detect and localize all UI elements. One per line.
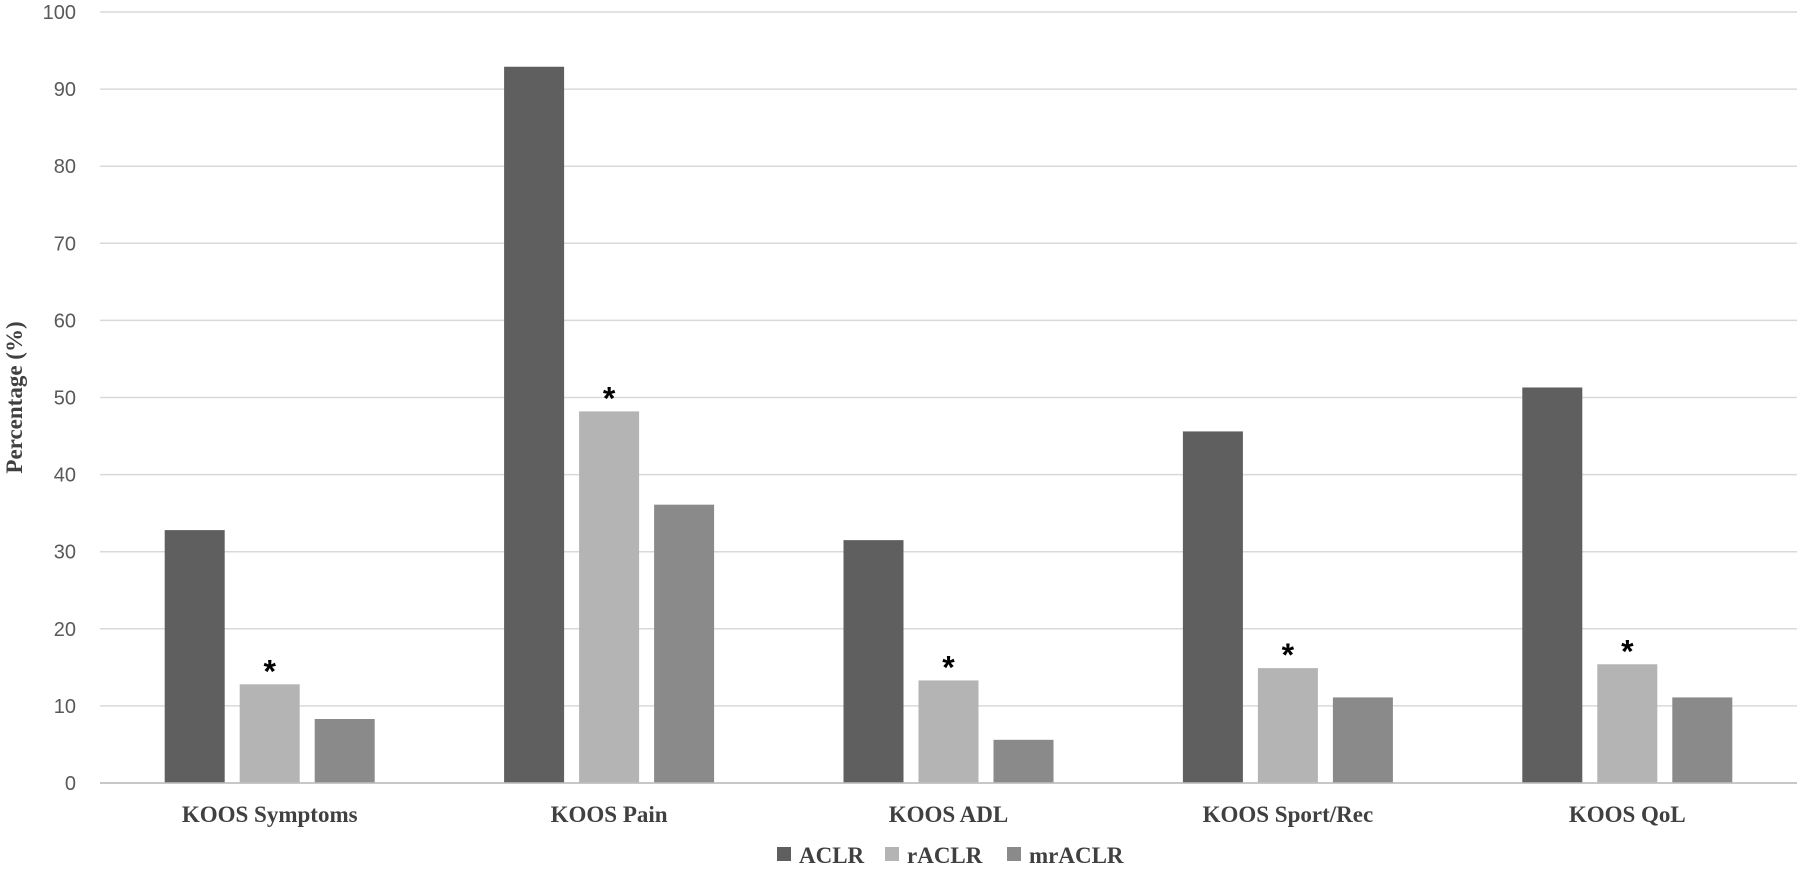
bar-ACLR-4: [1522, 387, 1583, 783]
y-tick-label-70: 70: [54, 233, 76, 255]
bar-mrACLR-0: [314, 719, 375, 783]
y-tick-label-0: 0: [65, 773, 76, 795]
y-tick-label-30: 30: [54, 542, 76, 564]
bar-mrACLR-4: [1672, 697, 1733, 783]
bars: [100, 66, 1797, 784]
x-tick-label-0: KOOS Symptoms: [182, 802, 358, 827]
x-axis-categories: KOOS Symptoms KOOS Pain KOOS ADL KOOS Sport…: [182, 802, 1686, 827]
y-tick-label-60: 60: [54, 310, 76, 332]
significance-marker-0: *: [263, 653, 276, 689]
bar-rACLR-1: [579, 411, 640, 783]
legend-label-ACLR: ACLR: [799, 843, 865, 868]
y-tick-label-50: 50: [54, 388, 76, 410]
bar-mrACLR-3: [1332, 697, 1393, 783]
legend-label-rACLR: rACLR: [907, 843, 983, 868]
significance-markers: * * * * *: [263, 380, 1634, 689]
legend: ACLR rACLR mrACLR: [777, 843, 1124, 868]
y-tick-label-100: 100: [43, 2, 76, 24]
significance-marker-4: *: [1621, 633, 1634, 669]
legend-label-mrACLR: mrACLR: [1029, 843, 1124, 868]
x-tick-label-3: KOOS Sport/Rec: [1203, 802, 1374, 827]
significance-marker-3: *: [1282, 637, 1295, 673]
bar-ACLR-3: [1182, 431, 1243, 783]
bar-rACLR-4: [1597, 664, 1658, 783]
bar-rACLR-0: [239, 684, 300, 783]
y-tick-label-40: 40: [54, 465, 76, 487]
grid: [100, 11, 1797, 784]
significance-marker-1: *: [603, 380, 616, 416]
legend-swatch-rACLR: [885, 847, 899, 861]
x-tick-label-4: KOOS QoL: [1569, 802, 1686, 827]
bar-rACLR-3: [1257, 668, 1318, 783]
x-tick-label-2: KOOS ADL: [889, 802, 1009, 827]
x-tick-label-1: KOOS Pain: [551, 802, 668, 827]
y-tick-label-20: 20: [54, 619, 76, 641]
bar-mrACLR-2: [993, 739, 1054, 783]
bar-ACLR-1: [504, 66, 565, 784]
y-axis-label: Percentage (%): [2, 321, 27, 473]
y-tick-label-10: 10: [54, 696, 76, 718]
legend-swatch-ACLR: [777, 847, 791, 861]
bar-mrACLR-1: [654, 504, 715, 783]
y-tick-label-90: 90: [54, 79, 76, 101]
y-axis-ticks: 0 10 20 30 40 50 60 70 80 90 100: [43, 2, 76, 795]
legend-swatch-mrACLR: [1007, 847, 1021, 861]
significance-marker-2: *: [942, 649, 955, 685]
bar-ACLR-2: [843, 540, 904, 783]
bar-ACLR-0: [164, 530, 225, 783]
bar-rACLR-2: [918, 680, 979, 783]
y-tick-label-80: 80: [54, 156, 76, 178]
